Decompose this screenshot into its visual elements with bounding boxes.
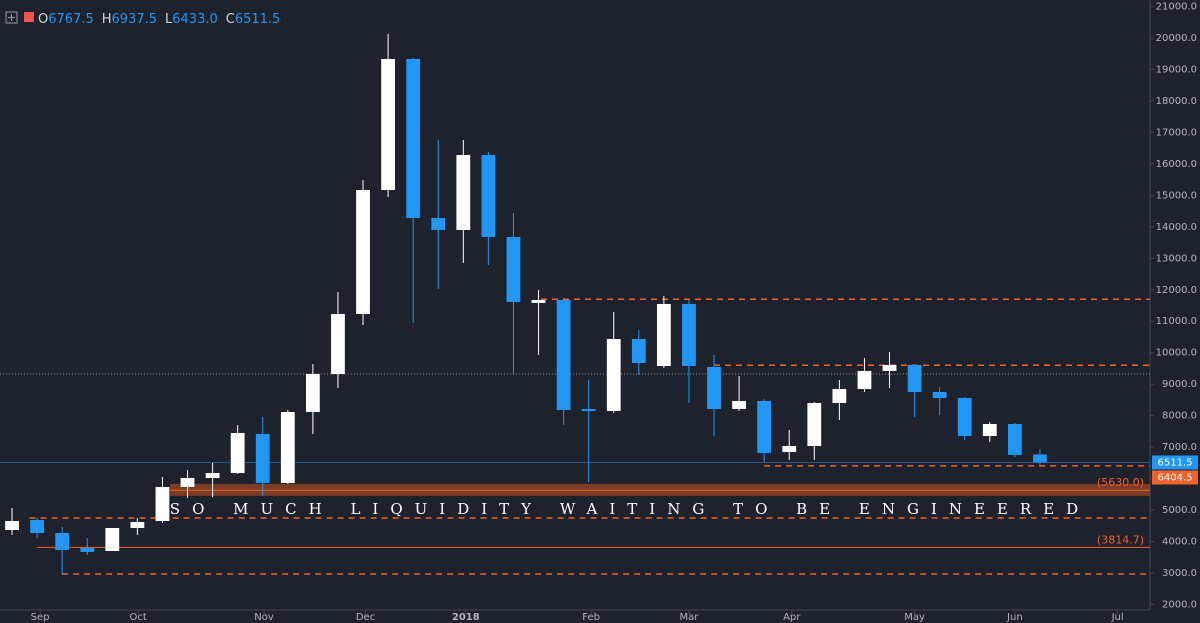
label: L: [165, 12, 173, 27]
candle-body: [205, 473, 220, 479]
candle-body: [155, 487, 170, 522]
x-tick-label: Feb: [582, 612, 600, 623]
candle-body: [606, 339, 621, 411]
x-tick-label: Jul: [1111, 612, 1124, 623]
label: C: [226, 12, 235, 27]
y-tick-label: 17000.0: [1156, 127, 1197, 138]
value: 6937.5: [112, 12, 158, 27]
price-tag: [1152, 455, 1198, 470]
y-tick-label: 2000.0: [1162, 599, 1197, 610]
x-tick-label: 2018: [452, 612, 480, 623]
candle-body: [531, 299, 546, 303]
header: O6767.5 H6937.5 L6433.0 C6511.5: [5, 11, 280, 27]
candle-body: [832, 389, 847, 403]
icon: [24, 12, 34, 22]
y-tick-label: 15000.0: [1156, 190, 1197, 201]
candle-body: [682, 303, 696, 366]
candle-body: [80, 547, 95, 552]
candle-body: [356, 189, 370, 314]
candle-body: [631, 339, 646, 363]
y-tick-label: 16000.0: [1156, 159, 1197, 170]
candle-body: [506, 237, 521, 302]
label: H: [102, 12, 112, 27]
value: 6767.5: [48, 12, 94, 27]
candle-body: [5, 521, 19, 531]
y-tick-label: 18000.0: [1156, 96, 1197, 107]
x-tick-label: Nov: [254, 612, 274, 623]
y-tick-label: 11000.0: [1156, 316, 1197, 327]
ohlc: O6767.5 H6937.5 L6433.0 C6511.5: [38, 12, 280, 27]
candle-body: [807, 402, 822, 447]
x-tick-label: Sep: [31, 612, 50, 623]
candle-body: [481, 154, 496, 238]
y-tick-label: 4000.0: [1162, 537, 1197, 548]
candle-body: [280, 412, 295, 483]
price-tag: [1152, 470, 1198, 485]
x-tick-label: Jun: [1006, 612, 1023, 623]
y-tick-label: 13000.0: [1156, 253, 1197, 264]
y-tick-label: 8000.0: [1162, 411, 1197, 422]
candle-body: [456, 154, 471, 230]
candle-body: [982, 424, 997, 436]
x-tick-label: May: [904, 612, 925, 623]
candle-body: [381, 58, 395, 190]
candle-body: [957, 398, 972, 436]
value: 6511.5: [235, 12, 281, 27]
icon: [5, 11, 18, 24]
x-tick-label: Mar: [680, 612, 700, 623]
y-tick-label: 9000.0: [1162, 379, 1197, 390]
candle-body: [857, 370, 872, 390]
candle-body: [907, 364, 922, 393]
candle-body: [757, 401, 772, 453]
candle-body: [732, 401, 746, 409]
y-tick-label: 21000.0: [1156, 2, 1197, 13]
candle-body: [230, 433, 245, 474]
candle-body: [581, 408, 596, 411]
candle-body: [932, 392, 947, 399]
candle-body: [331, 313, 345, 374]
value: 6433.0: [172, 12, 218, 27]
candle-body: [782, 446, 797, 452]
candle-body: [180, 478, 195, 488]
level-label: (5630.0): [1097, 476, 1144, 489]
candle-body: [656, 303, 671, 366]
x-tick-label: Dec: [356, 612, 375, 623]
candle-body: [30, 519, 44, 533]
y-tick-label: 19000.0: [1156, 64, 1197, 75]
candle-body: [707, 366, 721, 409]
price-tag-label: 6511.5: [1158, 457, 1193, 468]
candle-body: [130, 522, 145, 528]
x-tick-label: Oct: [129, 612, 146, 623]
y-tick-label: 10000.0: [1156, 348, 1197, 359]
y-tick-label: 12000.0: [1156, 285, 1197, 296]
candle-body: [255, 434, 270, 483]
candle-body: [55, 532, 70, 550]
annotation: SO MUCH LIQUIDITY WAITING TO BE ENGINEER…: [170, 500, 1090, 518]
x-tick-label: Apr: [783, 612, 801, 623]
y-tick-label: 5000.0: [1162, 505, 1197, 516]
candle-body: [305, 373, 320, 413]
y-tick-label: 20000.0: [1156, 33, 1197, 44]
y-tick-label: 14000.0: [1156, 222, 1197, 233]
candle-body: [105, 527, 120, 551]
candle-body: [556, 299, 571, 410]
candle-body: [882, 364, 897, 371]
label: O: [38, 12, 48, 27]
candle-body: [1033, 454, 1047, 463]
candle-body: [1007, 424, 1022, 455]
candle-body: [406, 58, 421, 218]
level-label: (3814.7): [1097, 533, 1144, 546]
y-tick-label: 7000.0: [1162, 442, 1197, 453]
candle-body: [431, 217, 446, 230]
y-tick-label: 3000.0: [1162, 568, 1197, 579]
price-tag-label: 6404.5: [1158, 472, 1193, 483]
